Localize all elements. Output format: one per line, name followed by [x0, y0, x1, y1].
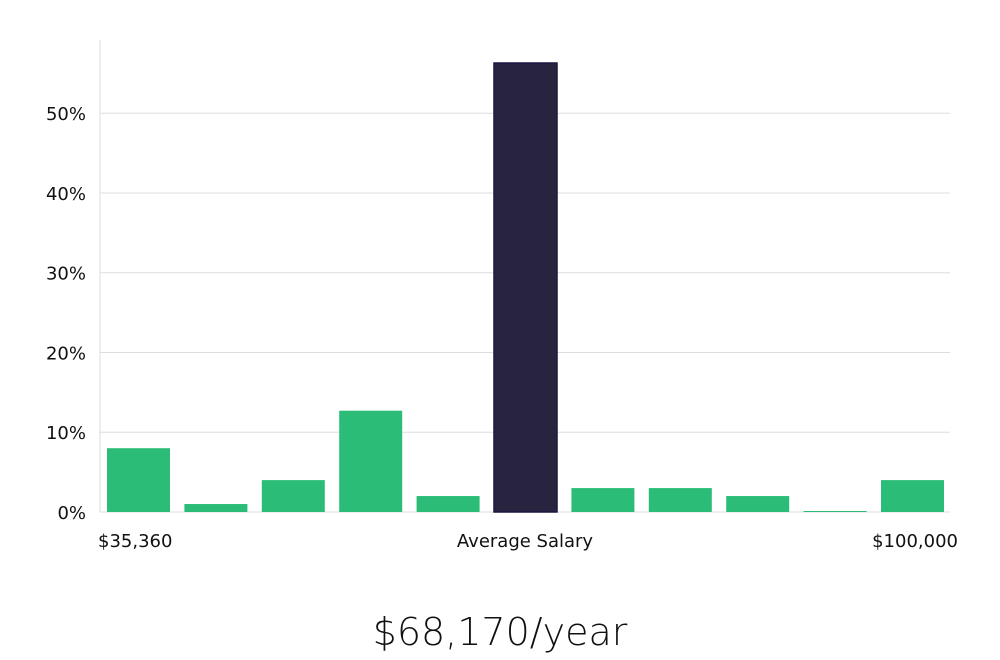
bars: [107, 62, 944, 513]
y-tick-label: 20%: [46, 343, 86, 364]
bar-7: [571, 488, 635, 512]
x-label-max: $100,000: [872, 531, 958, 552]
bar-1: [107, 448, 170, 512]
bar-average-salary: [493, 62, 558, 513]
bar-11: [881, 480, 944, 512]
y-tick-labels: 0% 10% 20% 30% 40% 50%: [46, 104, 86, 524]
bar-8: [648, 488, 712, 512]
bar-4: [339, 410, 403, 512]
y-tick-label: 30%: [46, 264, 86, 285]
average-salary-caption: $68,170/year: [372, 610, 628, 654]
bar-10: [803, 511, 867, 512]
bar-2: [184, 504, 248, 512]
x-label-min: $35,360: [98, 531, 172, 552]
bar-5: [416, 496, 480, 512]
y-tick-label: 50%: [46, 104, 86, 125]
bar-3: [261, 480, 325, 512]
x-label-average-salary: Average Salary: [457, 531, 594, 552]
bar-9: [726, 496, 790, 512]
y-tick-label: 10%: [46, 423, 86, 444]
y-tick-label: 0%: [57, 503, 86, 524]
y-tick-label: 40%: [46, 184, 86, 205]
histogram-plot: 0% 10% 20% 30% 40% 50% $35,360 Average Salary…: [46, 40, 958, 552]
